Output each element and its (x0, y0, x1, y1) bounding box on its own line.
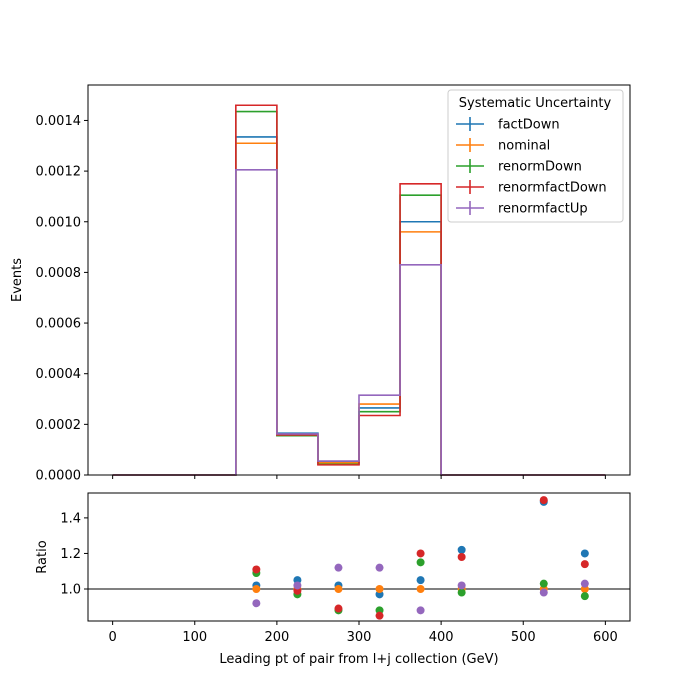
ratio-point-nominal (252, 585, 261, 593)
ratio-point-renormDown (539, 579, 548, 588)
ratio-point-factDown (416, 576, 425, 585)
legend-label: factDown (498, 118, 560, 133)
histogram-y-tick-label: 0.0006 (36, 317, 82, 332)
ratio-y-tick-label: 1.0 (60, 583, 81, 598)
histogram-y-tick-label: 0.0012 (36, 165, 82, 180)
ratio-point-renormfactDown (375, 611, 384, 620)
x-axis-label: Leading pt of pair from l+j collection (… (219, 652, 498, 667)
ratio-point-renormfactDown (334, 604, 343, 613)
legend-label: renormfactDown (498, 181, 607, 196)
legend-label: renormfactUp (498, 202, 588, 217)
ratio-y-axis-label: Ratio (35, 540, 50, 573)
histogram-y-axis-label: Events (10, 258, 25, 302)
ratio-point-renormfactDown (252, 565, 261, 574)
ratio-y-tick-label: 1.2 (60, 547, 81, 562)
ratio-point-factDown (457, 545, 466, 554)
histogram-y-tick-label: 0.0004 (36, 367, 82, 382)
legend-entry-renormfactUp: renormfactUp (456, 201, 588, 217)
ratio-point-renormDown (416, 558, 425, 567)
histogram-y-tick-label: 0.0002 (36, 418, 82, 433)
ratio-point-renormDown (580, 592, 589, 601)
histogram-y-tick-label: 0.0008 (36, 266, 82, 281)
ratio-x-tick-label: 400 (429, 630, 454, 645)
legend: Systematic Uncertainty factDown nominal re… (447, 89, 624, 223)
legend-title: Systematic Uncertainty (459, 96, 612, 111)
ratio-point-renormfactUp (375, 563, 384, 572)
legend-entry-renormfactDown: renormfactDown (456, 180, 607, 196)
ratio-point-nominal (334, 585, 343, 593)
ratio-point-renormDown (457, 588, 466, 597)
ratio-point-renormfactUp (334, 563, 343, 572)
ratio-point-nominal (416, 585, 425, 593)
ratio-point-renormfactDown (416, 549, 425, 558)
ratio-x-tick-label: 100 (182, 630, 207, 645)
legend-label: nominal (498, 139, 550, 154)
ratio-panel: 1.0 1.2 1.4 0 100 200 300 400 500 600 Ratio Lead… (35, 492, 631, 667)
legend-label: renormDown (498, 160, 582, 175)
ratio-point-renormfactUp (539, 588, 548, 597)
ratio-x-tick-label: 0 (108, 630, 116, 645)
ratio-point-renormfactUp (416, 606, 425, 615)
ratio-point-factDown (580, 549, 589, 558)
ratio-point-nominal (375, 585, 384, 593)
ratio-point-renormfactUp (580, 579, 589, 588)
ratio-y-tick-label: 1.4 (60, 511, 81, 526)
ratio-point-renormfactUp (457, 581, 466, 590)
legend-entry-factDown: factDown (456, 117, 560, 133)
ratio-point-renormfactDown (580, 560, 589, 569)
ratio-x-tick-label: 500 (511, 630, 536, 645)
ratio-point-renormfactUp (293, 581, 302, 590)
histogram-panel: 0.0000 0.0002 0.0004 0.0006 0.0008 0.0010 0.00… (10, 84, 631, 484)
ratio-x-tick-label: 200 (264, 630, 289, 645)
ratio-x-tick-label: 300 (347, 630, 372, 645)
ratio-point-renormfactDown (457, 553, 466, 561)
legend-entry-renormDown: renormDown (456, 159, 582, 175)
histogram-y-tick-label: 0.0010 (36, 215, 82, 230)
ratio-point-renormfactUp (252, 599, 261, 608)
ratio-x-tick-label: 600 (593, 630, 618, 645)
ratio-point-renormfactDown (539, 496, 548, 505)
histogram-y-tick-label: 0.0014 (36, 114, 82, 129)
legend-box (447, 89, 624, 223)
histogram-y-tick-label: 0.0000 (36, 469, 82, 484)
legend-entry-nominal: nominal (456, 138, 550, 154)
